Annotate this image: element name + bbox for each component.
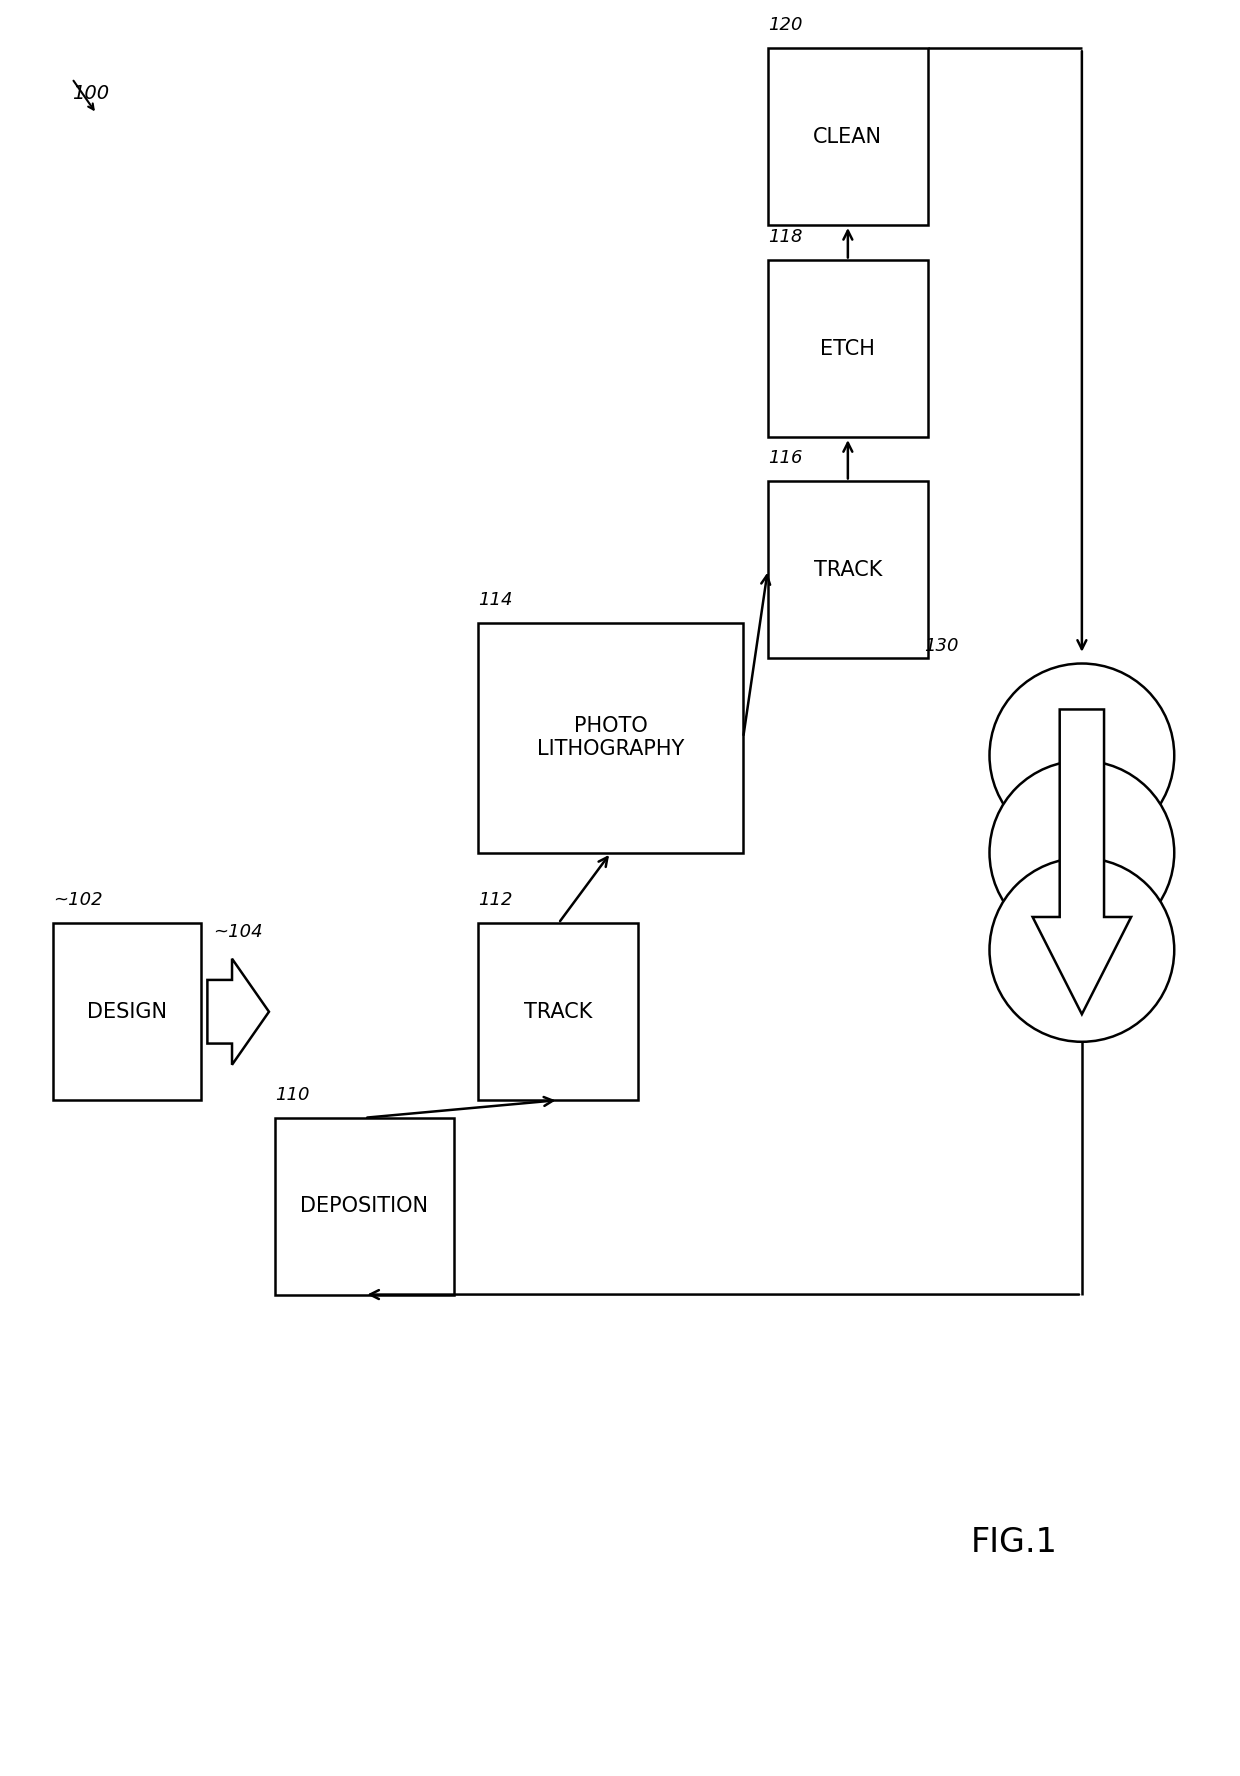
Ellipse shape [990,664,1174,847]
Text: DEPOSITION: DEPOSITION [300,1197,429,1217]
Text: PHOTO
LITHOGRAPHY: PHOTO LITHOGRAPHY [537,716,684,760]
Bar [479,623,743,852]
Text: 130: 130 [924,636,959,655]
Text: 112: 112 [479,892,513,909]
Bar [768,481,928,659]
Text: ~104: ~104 [213,924,263,941]
Text: 118: 118 [768,229,802,247]
Text: 100: 100 [72,83,109,103]
Text: FIG.1: FIG.1 [971,1526,1058,1559]
Bar [275,1117,454,1295]
Ellipse shape [990,760,1174,945]
Text: ~102: ~102 [53,892,103,909]
Bar [479,924,639,1099]
Text: 116: 116 [768,449,802,467]
Text: TRACK: TRACK [813,559,882,579]
Ellipse shape [990,858,1174,1043]
Text: DESIGN: DESIGN [87,1002,167,1021]
Polygon shape [1033,709,1131,1014]
Text: 110: 110 [275,1085,310,1103]
Bar [768,48,928,226]
Polygon shape [207,959,269,1066]
Text: 120: 120 [768,16,802,34]
Text: TRACK: TRACK [525,1002,593,1021]
Bar [768,261,928,437]
Text: ETCH: ETCH [821,339,875,359]
Text: 114: 114 [479,591,513,609]
Text: CLEAN: CLEAN [813,126,883,147]
Bar [53,924,201,1099]
